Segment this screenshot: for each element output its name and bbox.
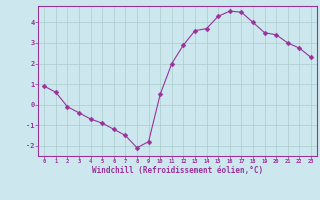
X-axis label: Windchill (Refroidissement éolien,°C): Windchill (Refroidissement éolien,°C) [92, 166, 263, 175]
